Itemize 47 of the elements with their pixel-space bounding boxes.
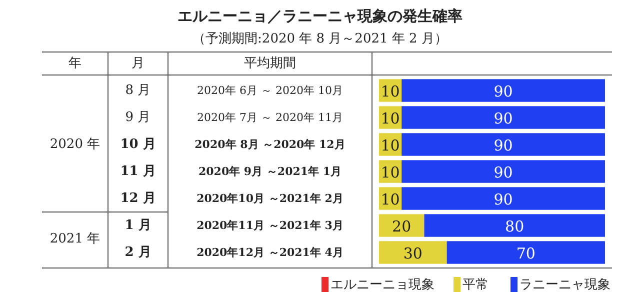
bar [379,214,424,237]
data-label: 10 [380,136,400,154]
text: 11 月 [120,164,156,179]
y-tick-label: 2020年 9月 ～2021年 1月 [198,165,342,178]
y-tick-label: 2020年12月 ～2021年 4月 [196,246,344,259]
data-label: 10 [380,82,400,100]
y-tick-label: 2020年 6月 ～ 2020年 10月 [197,84,343,97]
bar [402,160,605,183]
text: 2020 年 [50,137,100,152]
text: 平均期間 [244,56,296,71]
data-label: 30 [403,244,422,262]
bar [424,214,605,237]
data-label: 90 [494,82,513,100]
bar [402,79,605,102]
y-tick-label: 2020年 8月 ～2020年 12月 [194,138,346,151]
chart-subtitle: （予測期間:2020 年 8 月～2021 年 2 月） [192,32,448,46]
text: 8 月 [125,83,151,98]
legend-label: エルニーニョ現象 [330,278,434,292]
legend-label: 平常 [462,278,488,292]
y-tick-label: 2020年10月 ～2021年 2月 [196,192,344,205]
bar [402,106,605,129]
data-label: 70 [516,244,536,262]
chart-title: エルニーニョ／ラニーニャ現象の発生確率 [178,7,462,25]
data-label: 90 [494,110,513,128]
data-label: 90 [494,190,513,208]
text: 月 [132,56,144,71]
text: 10 月 [120,137,156,152]
data-label: 90 [494,164,513,182]
text: 1 月 [124,218,152,233]
data-label: 80 [505,218,524,236]
legend-label: ラニーニャ現象 [520,278,610,292]
y-tick-label: 2020年11月 ～2021年 3月 [196,219,344,232]
bar [402,187,605,210]
data-label: 10 [380,164,400,182]
data-label: 90 [494,136,513,154]
bar [402,133,605,156]
text: 12 月 [120,191,156,206]
bar [446,241,605,264]
text: 年 [68,56,82,71]
data-label: 10 [380,110,400,128]
data-label: 10 [380,190,400,208]
y-tick-label: 2020年 7月 ～ 2020年 11月 [197,111,343,124]
text: 2021 年 [50,232,100,246]
data-label: 20 [392,218,412,236]
text: 9 月 [125,110,151,125]
bar [379,241,447,264]
text: 2 月 [124,245,152,260]
